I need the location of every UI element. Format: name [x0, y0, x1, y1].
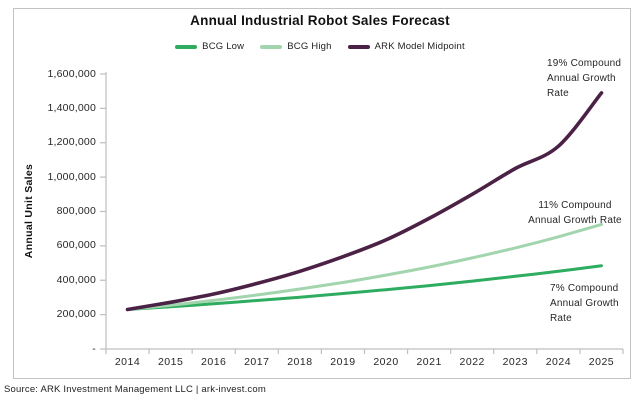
- chart-legend: BCG Low BCG High ARK Model Midpoint: [0, 41, 640, 52]
- x-tick-label: 2023: [502, 356, 528, 368]
- chart-frame: [13, 8, 631, 379]
- growth-rate-annotation: 7% Compound Annual Growth Rate: [550, 283, 619, 324]
- series-line-bcg-high: [126, 222, 603, 311]
- chart-title: Annual Industrial Robot Sales Forecast: [190, 13, 450, 28]
- growth-rate-annotation: 19% Compound Annual Growth Rate: [547, 58, 622, 99]
- y-tick-label: 800,000: [56, 205, 96, 217]
- x-tick-label: 2018: [287, 356, 313, 368]
- x-tick-label: 2014: [114, 356, 141, 368]
- y-tick-label: 1,400,000: [47, 101, 96, 114]
- x-tick-label: 2025: [588, 356, 615, 368]
- x-tick-label: 2017: [244, 356, 270, 368]
- y-tick-label: 1,200,000: [47, 136, 96, 149]
- source-attribution: Source: ARK Investment Management LLC | …: [4, 384, 266, 395]
- x-tick-label: 2019: [330, 356, 356, 368]
- legend-swatch-icon: [347, 44, 370, 49]
- y-tick-label: 1,000,000: [47, 170, 96, 183]
- y-tick-label: 400,000: [56, 273, 96, 286]
- legend-label: BCG Low: [202, 41, 245, 52]
- x-tick-label: 2020: [373, 356, 399, 368]
- legend-label: BCG High: [287, 41, 332, 52]
- series-line-ark-model-midpoint: [125, 91, 604, 312]
- x-tick-label: 2022: [459, 356, 485, 368]
- series-line-bcg-low: [126, 264, 603, 311]
- legend-item-bcg-low: BCG Low: [175, 41, 244, 52]
- y-tick-label: -: [92, 342, 96, 355]
- y-tick-label: 1,600,000: [47, 67, 96, 80]
- legend-item-ark-model-midpoint: ARK Model Midpoint: [347, 41, 465, 52]
- y-tick-label: 200,000: [56, 308, 96, 321]
- y-tick-label: 600,000: [56, 239, 96, 252]
- legend-item-bcg-high: BCG High: [260, 41, 331, 52]
- x-tick-label: 2015: [157, 356, 184, 368]
- legend-label: ARK Model Midpoint: [374, 41, 465, 52]
- growth-rate-annotation: 11% Compound Annual Growth Rate: [528, 200, 622, 226]
- legend-swatch-icon: [260, 44, 283, 49]
- x-tick-label: 2016: [201, 356, 227, 368]
- x-tick-label: 2021: [416, 356, 442, 368]
- legend-swatch-icon: [175, 44, 198, 49]
- x-tick-label: 2024: [545, 356, 572, 368]
